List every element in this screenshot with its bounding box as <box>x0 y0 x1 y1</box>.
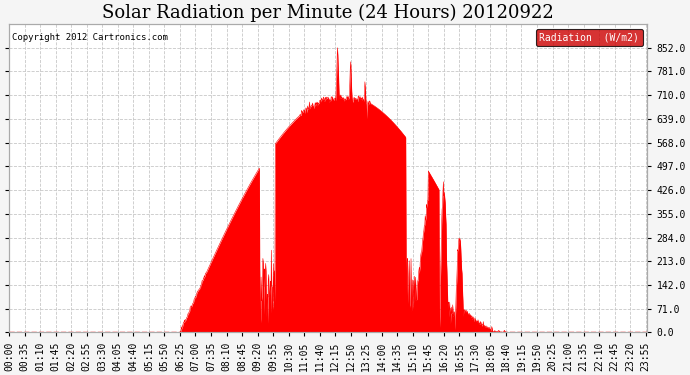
Text: Copyright 2012 Cartronics.com: Copyright 2012 Cartronics.com <box>12 33 168 42</box>
Title: Solar Radiation per Minute (24 Hours) 20120922: Solar Radiation per Minute (24 Hours) 20… <box>102 4 554 22</box>
Legend: Radiation  (W/m2): Radiation (W/m2) <box>536 29 642 46</box>
